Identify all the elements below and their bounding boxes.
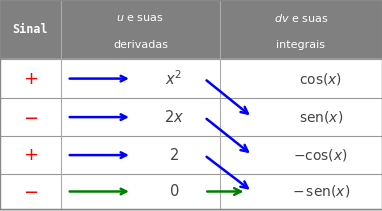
Text: $\mathrm{sen}(x)$: $\mathrm{sen}(x)$: [299, 109, 343, 125]
Bar: [0, 0, 382, 59]
Text: $0$: $0$: [168, 184, 179, 199]
Text: $x^2$: $x^2$: [165, 69, 182, 88]
Text: $-\,\mathrm{sen}(x)$: $-\,\mathrm{sen}(x)$: [292, 184, 350, 199]
Bar: [0, 59, 382, 98]
Text: $-$: $-$: [23, 183, 38, 200]
Text: $\mathit{u}$ e suas: $\mathit{u}$ e suas: [117, 13, 164, 23]
Text: Sinal: Sinal: [13, 23, 49, 36]
Text: $\mathit{dv}$ e suas: $\mathit{dv}$ e suas: [274, 12, 328, 24]
Text: $2x$: $2x$: [164, 109, 184, 125]
Text: $+$: $+$: [23, 70, 38, 88]
Bar: [0, 98, 382, 136]
Text: integrais: integrais: [276, 40, 325, 50]
Text: $-\cos(x)$: $-\cos(x)$: [293, 147, 348, 163]
Text: $+$: $+$: [23, 146, 38, 164]
Text: $2$: $2$: [169, 147, 179, 163]
Text: derivadas: derivadas: [113, 40, 168, 50]
Bar: [0, 174, 382, 209]
Bar: [0, 136, 382, 174]
Text: $\cos(x)$: $\cos(x)$: [299, 71, 342, 87]
Text: $-$: $-$: [23, 108, 38, 126]
